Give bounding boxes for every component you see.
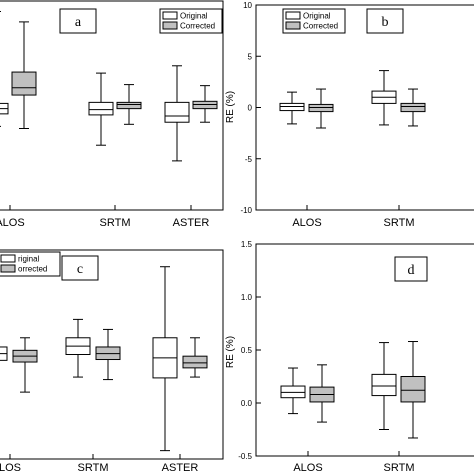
x-category-label: SRTM [384,217,415,229]
box-corrected-srtm [116,84,142,125]
panel-label: d [408,263,415,278]
legend-swatch-corrected [0,264,16,273]
panel-label-box [59,8,97,34]
iqr-box [280,385,306,399]
box-corrected-alos [12,337,38,393]
box-original-alos [279,91,305,125]
panel-label: c [77,262,83,277]
chart-panel-d: -0.5 0.0 0.5 1.0 1.5 RE (%) ALOS SRTM d [225,240,474,474]
x-category-label: SRTM [100,217,131,229]
y-tick-label: -5 [245,155,253,164]
iqr-box [164,101,190,123]
y-tick-label: 10 [243,1,252,10]
box-original-srtm [88,72,114,146]
box-corrected-srtm [95,328,121,381]
y-tick-label: 5 [248,52,253,61]
iqr-box [88,101,114,116]
box-corrected-srtm [400,88,426,127]
y-axis-label: RE (%) [225,91,236,123]
legend-label-original: Original [303,12,331,21]
legend-label-original: Original [180,12,208,21]
iqr-box [308,103,334,113]
x-category-label: ASTER [173,217,210,229]
panel-label: b [382,15,389,30]
iqr-box [182,355,208,369]
iqr-box [279,102,305,112]
plot-frame [255,243,474,457]
box-corrected-alos [11,21,37,129]
panel-label-box [394,256,428,282]
box-original-aster [164,65,190,162]
legend-label-corrected: Corrected [180,22,215,31]
x-category-label: ALOS [292,217,321,229]
x-category-label: LOS [0,462,21,474]
iqr-box [116,101,142,110]
y-axis-label: RE (%) [225,336,236,368]
iqr-box [192,100,218,110]
iqr-box [371,373,397,397]
panel-label: a [75,15,82,30]
box-original-alos [280,367,306,415]
box-original-srtm [371,342,397,430]
legend-label-corrected: orrected [18,265,47,274]
box-original-aster [152,266,178,452]
box-original-srtm [65,318,91,378]
box-original-alos [0,10,9,127]
y-tick-label: 0.0 [241,399,253,408]
y-tick-label: 0.5 [241,346,253,355]
box-corrected-aster [182,337,208,378]
legend-swatch-corrected [162,21,178,30]
legend-label-corrected: Corrected [303,22,338,31]
iqr-box [400,102,426,113]
box-corrected-aster [192,85,218,123]
legend-swatch-original [285,11,301,20]
chart-panel-b: -10 -5 0 5 10 RE (%) ALOS SRTM b OriginalCorrecte… [225,1,474,229]
box-corrected-alos [309,364,335,423]
panel-label-box [366,8,404,34]
x-category-label: ALOS [293,462,322,474]
y-tick-label: 1.5 [241,240,253,249]
legend-swatch-corrected [285,21,301,30]
y-tick-label: 1.0 [241,293,253,302]
legend-label-original: riginal [18,255,40,264]
box-corrected-alos [308,88,334,129]
x-category-label: SRTM [78,462,109,474]
legend-swatch-original [162,11,178,20]
box-corrected-srtm [400,341,426,439]
iqr-box [400,376,426,403]
y-tick-label: -10 [240,206,252,215]
y-tick-label: 0 [248,104,253,113]
plot-frame [0,249,224,460]
box-original-srtm [371,70,397,126]
legend-swatch-original [0,254,16,263]
box-original-alos [0,346,8,361]
panel-label-box [61,255,99,281]
plot-frame [0,0,224,211]
y-tick-label: -0.5 [238,452,252,461]
iqr-box [11,71,37,96]
x-category-label: ALOS [0,217,25,229]
x-category-label: SRTM [384,462,415,474]
x-category-label: ASTER [162,462,199,474]
